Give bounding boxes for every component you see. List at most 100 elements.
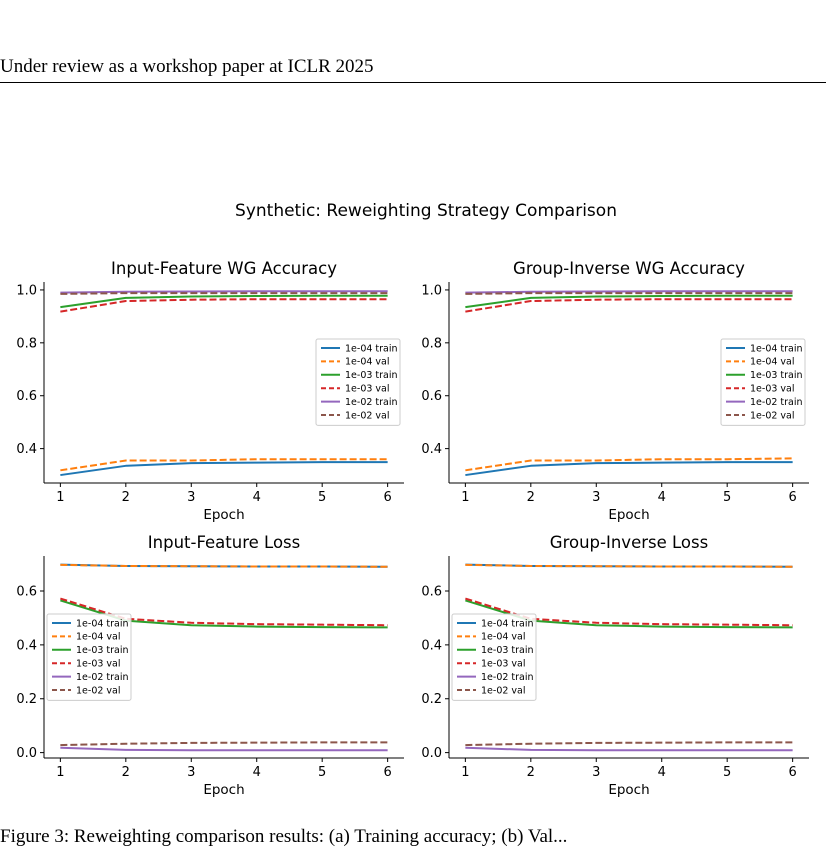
y-tick-label: 0.8 [421, 336, 442, 351]
y-tick-label: 0.2 [16, 692, 37, 707]
x-axis-label: Epoch [608, 507, 649, 523]
series-line-1e-02-train [60, 290, 388, 294]
x-tick-label: 5 [723, 765, 731, 780]
x-tick-label: 6 [788, 490, 796, 505]
legend-entry: 1e-03 train [750, 370, 803, 381]
legend-entry: 1e-02 train [481, 672, 534, 683]
chart-title: Group-Inverse Loss [550, 533, 708, 552]
x-tick-label: 4 [253, 765, 261, 780]
series-line-1e-04-train [465, 461, 793, 477]
legend-entry: 1e-02 train [750, 397, 803, 408]
x-tick-label: 3 [187, 765, 195, 780]
series-line-1e-02-val [465, 292, 793, 295]
series-line-1e-04-val [60, 563, 388, 568]
page-header: Under review as a workshop paper at ICLR… [0, 56, 374, 77]
y-tick-label: 0.4 [16, 638, 37, 653]
series-line-1e-03-val [60, 298, 388, 313]
series-line-1e-03-train [465, 294, 793, 309]
x-tick-label: 4 [253, 490, 261, 505]
x-tick-label: 3 [592, 490, 600, 505]
figure-suptitle: Synthetic: Reweighting Strategy Comparis… [235, 201, 617, 221]
legend: 1e-04 train 1e-04 val 1e-03 train 1e-03 val… [46, 613, 132, 701]
legend-entry: 1e-03 val [76, 659, 121, 670]
figure: Synthetic: Reweighting Strategy Comparis… [16, 201, 809, 798]
x-tick-label: 1 [461, 765, 469, 780]
x-axis-label: Epoch [203, 507, 244, 523]
legend-entry: 1e-03 train [345, 370, 398, 381]
series-line-1e-04-train [60, 461, 388, 477]
series-line-1e-03-val [60, 597, 388, 627]
series-line-1e-04-val [465, 457, 793, 472]
legend-entry: 1e-04 val [345, 357, 390, 368]
chart-panel-2: Group-Inverse WG Accuracy 0.4 0.6 0.8 1.0 1 2 3… [421, 259, 809, 523]
figure-caption: Figure 3: Reweighting comparison results… [0, 826, 568, 847]
x-tick-label: 6 [383, 765, 391, 780]
y-tick-label: 0.6 [421, 389, 442, 404]
y-tick-label: 0.2 [421, 692, 442, 707]
y-tick-label: 1.0 [421, 283, 442, 298]
y-tick-label: 1.0 [16, 283, 37, 298]
series-line-1e-04-val [465, 563, 793, 568]
legend: 1e-04 train 1e-04 val 1e-03 train 1e-03 val… [315, 338, 401, 426]
y-tick-label: 0.6 [16, 585, 37, 600]
series-line-1e-02-val [60, 741, 388, 747]
chart-panel-4: Group-Inverse Loss 0.0 0.2 0.4 0.6 1 2 3 4 5 6 Epoc… [421, 533, 809, 798]
legend-entry: 1e-04 train [481, 618, 534, 629]
x-tick-label: 3 [187, 490, 195, 505]
chart-title: Input-Feature WG Accuracy [111, 259, 337, 278]
x-axis-label: Epoch [203, 782, 244, 798]
chart-panel-1: Input-Feature WG Accuracy 0.4 0.6 0.8 1.0 1 2 3… [16, 259, 404, 523]
chart-panel-3: Input-Feature Loss 0.0 0.2 0.4 0.6 1 2 3 4 5 6 Epoc… [16, 533, 404, 798]
legend-entry: 1e-02 train [345, 397, 398, 408]
legend-entry: 1e-02 train [76, 672, 129, 683]
x-axis-label: Epoch [608, 782, 649, 798]
legend-entry: 1e-04 train [76, 618, 129, 629]
series-line-1e-02-val [60, 292, 388, 295]
series-line-1e-02-train [60, 746, 388, 752]
legend-entry: 1e-02 val [345, 410, 390, 421]
legend-entry: 1e-04 val [750, 357, 795, 368]
x-tick-label: 3 [592, 765, 600, 780]
x-tick-label: 1 [461, 490, 469, 505]
legend-entry: 1e-03 train [481, 645, 534, 656]
legend-entry: 1e-02 val [76, 685, 121, 696]
y-tick-label: 0.4 [421, 442, 442, 457]
x-tick-label: 2 [122, 490, 130, 505]
legend: 1e-04 train 1e-04 val 1e-03 train 1e-03 val… [451, 613, 537, 701]
series-line-1e-03-val [465, 298, 793, 313]
header-rule [0, 82, 826, 83]
series-line-1e-03-val [465, 597, 793, 627]
series-line-1e-02-train [465, 746, 793, 752]
x-tick-label: 5 [318, 765, 326, 780]
x-tick-label: 6 [788, 765, 796, 780]
legend-entry: 1e-03 val [345, 384, 390, 395]
y-tick-label: 0.0 [16, 746, 37, 761]
legend-entry: 1e-04 val [481, 632, 526, 643]
x-tick-label: 4 [658, 490, 666, 505]
chart-title: Group-Inverse WG Accuracy [513, 259, 745, 278]
x-tick-label: 2 [527, 490, 535, 505]
x-tick-label: 5 [318, 490, 326, 505]
legend-entry: 1e-02 val [481, 685, 526, 696]
x-tick-label: 2 [527, 765, 535, 780]
y-tick-label: 0.8 [16, 336, 37, 351]
x-tick-label: 1 [56, 765, 64, 780]
series-line-1e-03-train [60, 294, 388, 309]
y-tick-label: 0.0 [421, 746, 442, 761]
x-tick-label: 4 [658, 765, 666, 780]
legend-entry: 1e-04 train [750, 343, 803, 354]
legend-entry: 1e-03 val [481, 659, 526, 670]
y-tick-label: 0.4 [421, 638, 442, 653]
y-tick-label: 0.4 [16, 442, 37, 457]
legend: 1e-04 train 1e-04 val 1e-03 train 1e-03 val… [720, 338, 806, 426]
legend-entry: 1e-02 val [750, 410, 795, 421]
legend-entry: 1e-04 train [345, 343, 398, 354]
chart-title: Input-Feature Loss [148, 533, 300, 552]
series-line-1e-02-val [465, 741, 793, 747]
series-line-1e-02-train [465, 290, 793, 294]
series-line-1e-04-val [60, 458, 388, 472]
legend-entry: 1e-03 val [750, 384, 795, 395]
legend-entry: 1e-04 val [76, 632, 121, 643]
y-tick-label: 0.6 [421, 585, 442, 600]
x-tick-label: 5 [723, 490, 731, 505]
